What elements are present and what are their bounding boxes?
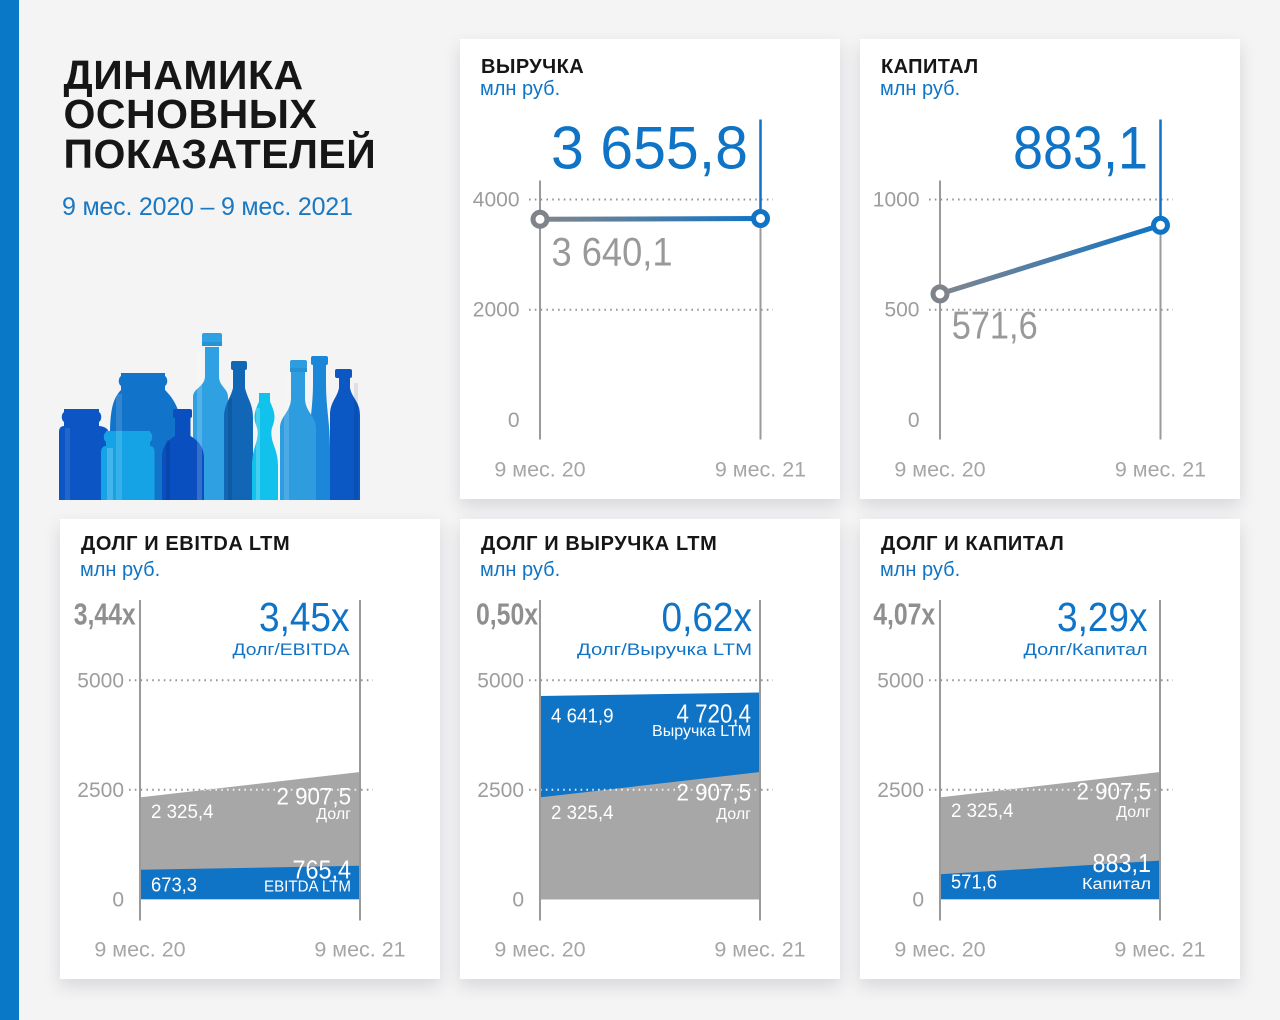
svg-text:9 мес. 20: 9 мес. 20 xyxy=(494,938,585,962)
svg-text:2 325,4: 2 325,4 xyxy=(951,801,1014,822)
svg-text:0: 0 xyxy=(508,409,520,432)
svg-text:3 640,1: 3 640,1 xyxy=(552,231,673,275)
svg-text:Выручка LTM: Выручка LTM xyxy=(652,723,751,740)
svg-text:2 325,4: 2 325,4 xyxy=(551,803,614,824)
svg-text:2 325,4: 2 325,4 xyxy=(151,802,214,823)
svg-text:2 907,5: 2 907,5 xyxy=(277,784,352,811)
svg-text:4 720,4: 4 720,4 xyxy=(677,700,752,728)
svg-text:3,29x: 3,29x xyxy=(1057,594,1148,640)
svg-text:0: 0 xyxy=(912,888,924,911)
svg-text:Долг: Долг xyxy=(316,806,351,823)
svg-text:9 мес. 20: 9 мес. 20 xyxy=(94,938,185,962)
svg-text:765,4: 765,4 xyxy=(293,857,352,885)
svg-text:883,1: 883,1 xyxy=(1093,850,1152,878)
svg-text:4,07x: 4,07x xyxy=(873,598,935,632)
svg-text:9 мес. 20: 9 мес. 20 xyxy=(494,458,585,482)
svg-text:5000: 5000 xyxy=(877,669,924,692)
svg-text:4000: 4000 xyxy=(473,189,520,212)
svg-text:Долг/Выручка LTM: Долг/Выручка LTM xyxy=(577,640,752,659)
svg-text:2500: 2500 xyxy=(477,779,524,802)
svg-text:2500: 2500 xyxy=(77,779,124,802)
svg-text:0: 0 xyxy=(908,409,920,432)
svg-text:673,3: 673,3 xyxy=(151,874,197,896)
svg-text:2500: 2500 xyxy=(877,779,924,802)
svg-text:2 907,5: 2 907,5 xyxy=(677,780,752,807)
svg-text:Долг: Долг xyxy=(716,806,751,823)
svg-text:Капитал: Капитал xyxy=(1082,876,1151,893)
svg-text:9 мес. 21: 9 мес. 21 xyxy=(714,938,805,962)
svg-text:5000: 5000 xyxy=(77,669,124,692)
svg-text:1000: 1000 xyxy=(873,189,920,212)
svg-text:5000: 5000 xyxy=(477,669,524,692)
svg-text:0,62x: 0,62x xyxy=(662,594,753,640)
svg-text:EBITDA LTM: EBITDA LTM xyxy=(264,878,351,895)
svg-text:571,6: 571,6 xyxy=(951,871,997,893)
svg-text:0: 0 xyxy=(112,888,124,911)
svg-text:3,45x: 3,45x xyxy=(259,594,350,640)
svg-text:4 641,9: 4 641,9 xyxy=(551,705,614,727)
svg-text:Долг: Долг xyxy=(1116,804,1151,821)
svg-text:9 мес. 21: 9 мес. 21 xyxy=(715,458,806,482)
svg-text:9 мес. 20: 9 мес. 20 xyxy=(894,938,985,962)
svg-text:2 907,5: 2 907,5 xyxy=(1077,778,1152,805)
svg-text:9 мес. 20: 9 мес. 20 xyxy=(894,458,985,482)
svg-text:571,6: 571,6 xyxy=(952,304,1038,347)
svg-text:883,1: 883,1 xyxy=(1013,115,1148,182)
svg-text:9 мес. 21: 9 мес. 21 xyxy=(1115,458,1206,482)
svg-text:Долг/Капитал: Долг/Капитал xyxy=(1024,640,1148,659)
svg-text:500: 500 xyxy=(884,299,919,322)
svg-text:9 мес. 21: 9 мес. 21 xyxy=(1114,938,1205,962)
svg-text:0,50x: 0,50x xyxy=(476,598,538,632)
svg-text:Долг/EBITDA: Долг/EBITDA xyxy=(233,640,351,659)
svg-text:0: 0 xyxy=(512,888,524,911)
svg-text:2000: 2000 xyxy=(473,299,520,322)
svg-text:3,44x: 3,44x xyxy=(74,598,136,632)
svg-text:3 655,8: 3 655,8 xyxy=(551,115,748,182)
svg-text:9 мес. 21: 9 мес. 21 xyxy=(314,938,405,962)
